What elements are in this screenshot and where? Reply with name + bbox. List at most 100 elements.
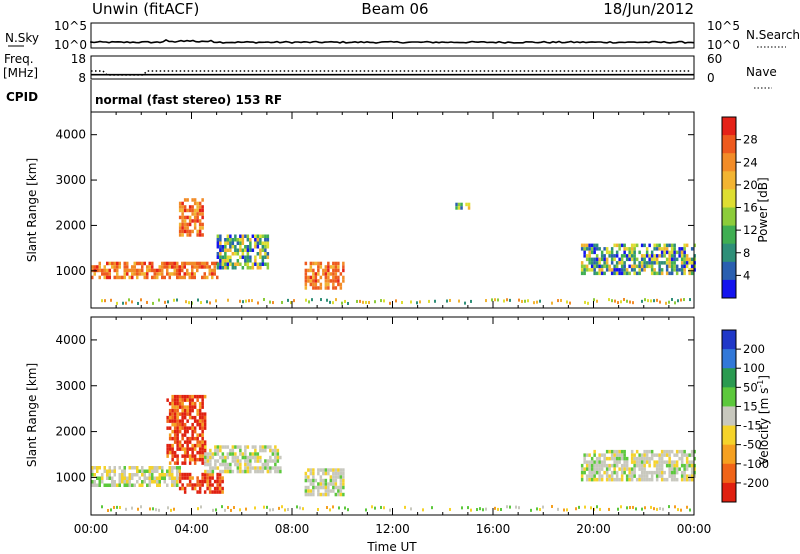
velocity-cell — [176, 422, 179, 427]
power-cell — [583, 247, 586, 251]
power-ground-cell — [434, 299, 436, 303]
velocity-cell — [171, 447, 174, 451]
velocity-cell — [613, 477, 616, 482]
velocity-cell — [98, 483, 101, 487]
power-ground-cell — [536, 300, 538, 304]
velocity-cell — [342, 475, 345, 479]
velocity-cell — [683, 453, 686, 457]
velocity-cell — [658, 456, 661, 461]
power-cell — [465, 202, 468, 207]
nave-label: Nave — [746, 65, 777, 79]
velocity-cell — [176, 398, 179, 402]
power-cell — [685, 257, 689, 262]
power-cell — [608, 254, 611, 258]
velocity-cell — [673, 463, 676, 468]
power-cell — [610, 247, 614, 251]
velocity-cell — [648, 456, 651, 461]
power-cell — [680, 250, 684, 255]
velocity-cell — [123, 466, 126, 470]
power-ground-cell — [248, 299, 250, 303]
velocity-cell — [595, 470, 599, 475]
velocity-cell — [188, 426, 192, 430]
velocity-cell — [168, 476, 171, 480]
velocity-cell — [183, 415, 187, 420]
velocity-cell — [675, 470, 679, 475]
velocity-cell — [585, 460, 589, 464]
noise-left-tick-top: 10^5 — [54, 19, 87, 33]
velocity-cell — [595, 460, 599, 464]
power-cell — [193, 208, 197, 213]
power-cell — [610, 268, 614, 272]
power-ground-cell — [335, 298, 337, 302]
power-cell — [630, 254, 634, 258]
power-cell — [585, 247, 589, 251]
power-cell — [638, 261, 641, 265]
velocity-cell — [312, 482, 315, 486]
velocity-cell — [660, 467, 664, 471]
velocity-cell — [625, 474, 629, 478]
power-cell — [675, 271, 679, 276]
velocity-cell — [229, 452, 232, 456]
velocity-cell — [198, 422, 202, 427]
power-cell — [590, 250, 594, 255]
velocity-cell — [593, 467, 596, 471]
velocity-cell — [593, 477, 596, 482]
power-cell — [201, 205, 204, 209]
velocity-ground-cell — [158, 508, 160, 512]
power-cell — [181, 212, 184, 216]
power-cell — [193, 201, 197, 206]
velocity-cell — [193, 405, 197, 409]
velocity-cell — [148, 466, 151, 470]
power-cell — [608, 264, 611, 269]
power-cell — [264, 234, 267, 238]
power-cell — [203, 265, 206, 269]
power-cell — [173, 268, 176, 273]
power-ground-cell — [416, 301, 418, 305]
power-cell — [219, 245, 222, 249]
power-cell — [264, 245, 267, 249]
velocity-cell — [322, 478, 325, 483]
power-cell — [593, 257, 596, 262]
power-cell — [116, 265, 119, 269]
velocity-cell — [188, 447, 192, 451]
power-cell — [256, 241, 260, 245]
velocity-cell — [648, 470, 651, 475]
velocity-cell — [685, 460, 689, 464]
velocity-cell — [613, 456, 616, 461]
velocity-cell — [653, 453, 656, 457]
velocity-cell — [226, 445, 230, 449]
power-cell — [168, 272, 171, 276]
velocity-cell — [635, 460, 639, 464]
velocity-cell — [193, 486, 197, 491]
velocity-colorbar-tick-label: 15 — [743, 399, 758, 413]
velocity-cell — [683, 477, 686, 482]
velocity-cell — [218, 479, 222, 484]
power-ground-cell — [641, 299, 643, 303]
power-cell — [191, 272, 194, 276]
velocity-cell — [191, 476, 194, 480]
nsearch-label: N.Search — [746, 28, 800, 42]
velocity-cell — [610, 449, 614, 454]
velocity-cell — [168, 443, 172, 448]
power-cell — [249, 238, 252, 242]
power-cell — [625, 268, 629, 272]
velocity-cell — [131, 483, 134, 487]
velocity-cell — [191, 483, 194, 487]
velocity-cell — [183, 461, 187, 465]
velocity-cell — [680, 456, 684, 461]
power-cell — [221, 259, 225, 263]
velocity-cell — [588, 474, 591, 478]
velocity-cell — [309, 478, 313, 483]
velocity-ground-cell — [653, 507, 655, 511]
velocity-cell — [173, 422, 177, 427]
velocity-cell — [620, 456, 624, 461]
velocity-cell — [254, 455, 257, 460]
velocity-cell — [668, 449, 671, 454]
power-cell — [598, 261, 601, 265]
power-colorbar-tick-label: 28 — [743, 133, 758, 147]
power-cell — [685, 264, 689, 269]
velocity-cell — [218, 476, 222, 480]
velocity-ytick-label: 1000 — [55, 470, 86, 484]
power-ground-cell — [365, 300, 367, 304]
power-cell — [256, 245, 260, 249]
